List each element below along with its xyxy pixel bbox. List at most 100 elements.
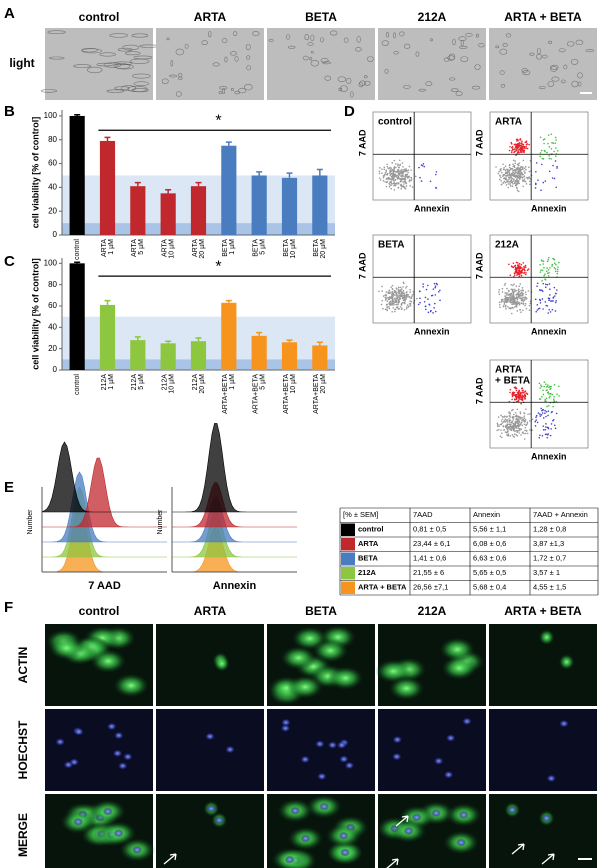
event-dot [554, 142, 557, 144]
event-dot [400, 295, 403, 298]
event-dot [542, 308, 544, 310]
event-dot [394, 290, 397, 292]
event-dot [405, 182, 408, 185]
event-dot [506, 299, 509, 302]
event-dot [392, 307, 395, 309]
event-dot [516, 140, 518, 142]
nucleus-signal [300, 834, 311, 843]
event-dot [399, 178, 401, 180]
cell [219, 86, 228, 90]
event-dot [400, 171, 403, 174]
event-dot [514, 301, 516, 304]
event-dot [525, 168, 527, 171]
event-dot [504, 426, 507, 428]
nucleus-signal [316, 772, 327, 781]
event-dot [526, 393, 529, 396]
event-dot [404, 170, 407, 172]
event-dot [519, 271, 522, 274]
event-dot [390, 180, 393, 183]
event-dot [509, 180, 512, 182]
color-swatch [341, 523, 355, 536]
event-dot [402, 166, 404, 168]
cell-signal [312, 638, 349, 663]
event-dot [516, 163, 519, 166]
event-dot [510, 265, 513, 267]
event-dot [523, 267, 525, 270]
table-cell: 0,81 ± 0,5 [413, 525, 446, 534]
cell [340, 85, 348, 92]
event-dot [434, 310, 437, 313]
event-dot [525, 272, 527, 274]
event-dot [524, 296, 526, 298]
event-dot [516, 310, 519, 312]
event-dot [541, 280, 543, 282]
x-tick-label: 1 µM [229, 374, 236, 390]
event-dot [553, 424, 556, 427]
nucleus-signal [558, 719, 569, 728]
event-dot [535, 414, 538, 417]
event-dot [545, 415, 547, 418]
plot-frame [372, 111, 472, 201]
event-dot [388, 298, 391, 300]
cell [505, 33, 512, 38]
cell [175, 48, 185, 56]
event-dot [432, 288, 435, 290]
event-dot [550, 133, 553, 135]
event-dot [516, 293, 519, 296]
event-dot [522, 300, 525, 302]
error-bar [104, 136, 111, 141]
panel-letter: B [4, 103, 15, 120]
error-bar [134, 181, 141, 187]
event-dot [529, 183, 531, 186]
event-dot [515, 429, 518, 432]
event-dot [504, 178, 507, 181]
event-dot [511, 434, 514, 436]
event-dot [520, 434, 522, 436]
cell-signal [538, 629, 555, 646]
event-dot [439, 289, 441, 292]
event-dot [512, 299, 514, 302]
event-dot [397, 186, 400, 189]
event-dot [406, 175, 408, 178]
event-dot [519, 411, 522, 413]
event-dot [503, 415, 506, 417]
bar [69, 263, 85, 370]
event-dot [544, 301, 547, 303]
event-dot [551, 410, 553, 413]
nucleus-signal [112, 749, 123, 758]
event-dot [386, 177, 388, 180]
event-dot [395, 299, 398, 301]
cell [268, 39, 274, 42]
event-dot [510, 143, 513, 145]
event-dot [398, 159, 401, 162]
event-dot [513, 300, 516, 303]
event-dot [409, 300, 411, 302]
event-dot [382, 180, 385, 182]
cell [310, 34, 315, 41]
column-header: 212A [418, 604, 447, 618]
event-dot [501, 300, 503, 302]
cell [133, 55, 153, 60]
event-dot [512, 424, 515, 426]
cell [337, 76, 347, 83]
event-dot [513, 433, 516, 435]
event-dot [401, 179, 403, 181]
event-dot [499, 435, 502, 438]
event-dot [521, 387, 523, 390]
event-dot [500, 429, 502, 431]
event-dot [520, 149, 523, 151]
event-dot [524, 172, 526, 174]
event-dot [381, 168, 383, 170]
event-dot [542, 389, 544, 392]
event-dot [528, 420, 531, 422]
event-dot [512, 262, 515, 264]
x-tick-label: 10 µM [290, 374, 297, 394]
event-dot [551, 141, 553, 144]
event-dot [555, 300, 557, 302]
event-dot [407, 293, 409, 296]
event-dot [546, 385, 549, 388]
cell [303, 55, 309, 61]
error-bar [225, 299, 232, 303]
event-dot [518, 290, 520, 293]
cell [307, 42, 314, 46]
